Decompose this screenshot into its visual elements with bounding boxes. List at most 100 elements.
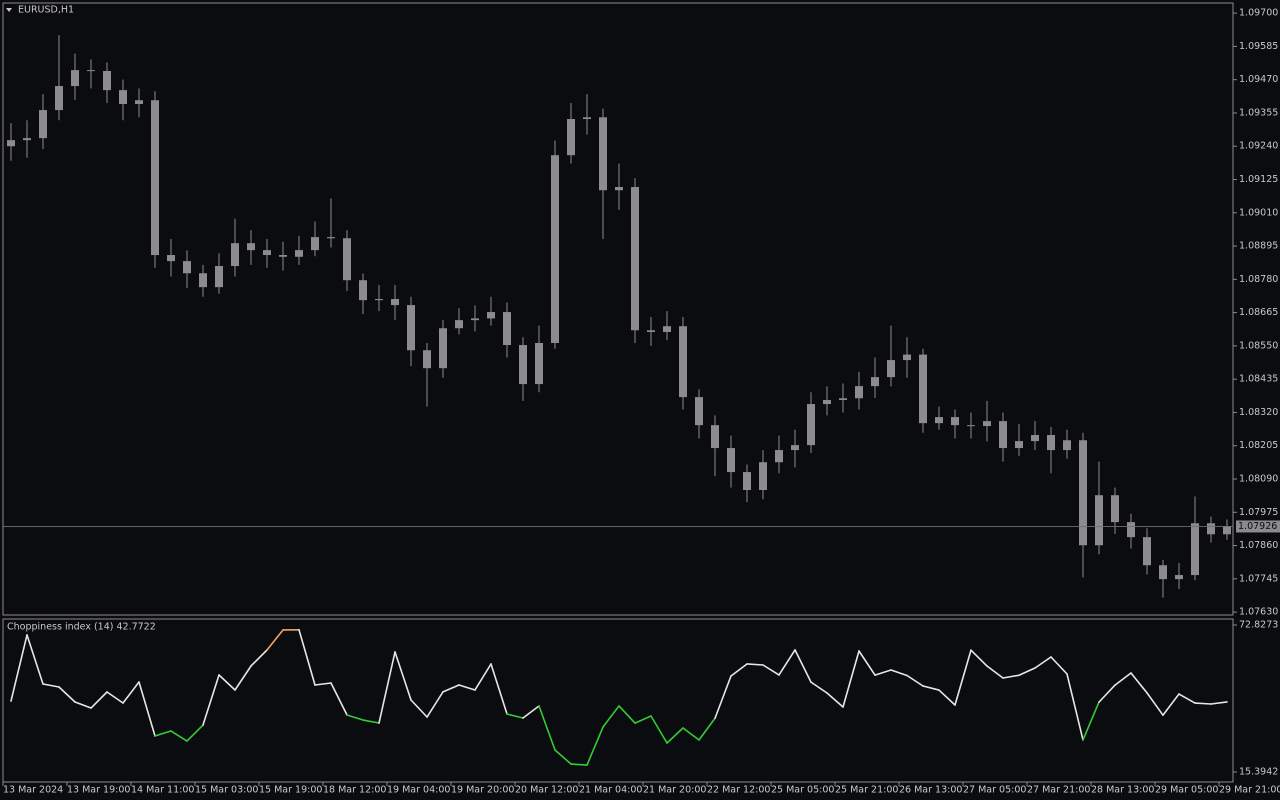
indicator-segment [1082, 701, 1100, 741]
indicator-segment [842, 650, 860, 708]
candle-body [471, 318, 479, 321]
candle-body [1111, 495, 1119, 523]
indicator-segment [650, 715, 668, 744]
y-tick-label: 1.09585 [1239, 41, 1278, 52]
candle-body [407, 305, 415, 351]
x-tick-label: 25 Mar 05:00 [771, 785, 834, 796]
indicator-segment [362, 719, 380, 724]
x-tick-label: 28 Mar 13:00 [1091, 785, 1154, 796]
indicator-segment [458, 684, 476, 691]
indicator-segment [1162, 693, 1180, 716]
candle-body [439, 328, 447, 369]
candle-body [855, 386, 863, 399]
indicator-segment [234, 665, 252, 691]
x-tick-label: 29 Mar 05:00 [1155, 785, 1218, 796]
indicator-segment [714, 675, 732, 720]
candle-body [135, 100, 143, 104]
candle-body [423, 350, 431, 369]
indicator-segment [618, 705, 636, 724]
indicator-segment [26, 634, 44, 685]
indicator-segment [762, 664, 780, 676]
x-tick-label: 19 Mar 20:00 [451, 785, 514, 796]
candle-body [631, 187, 639, 331]
last-price-box [1236, 520, 1280, 533]
candle-body [71, 70, 79, 87]
indicator-segment [602, 705, 620, 728]
candle-body [151, 100, 159, 256]
indicator-segment [938, 689, 956, 706]
y-tick-label: 1.07975 [1239, 507, 1278, 518]
y-tick-label: 1.08895 [1239, 241, 1278, 252]
y-tick-label: 15.3942 [1239, 767, 1278, 778]
x-tick-label: 21 Mar 04:00 [579, 785, 642, 796]
candle-body [983, 421, 991, 427]
indicator-segment [346, 714, 364, 721]
candle-body [871, 377, 879, 387]
menu-triangle[interactable] [6, 8, 12, 12]
y-tick-label: 1.07860 [1239, 540, 1278, 551]
candle-body [535, 343, 543, 385]
candle-body [807, 404, 815, 446]
indicator-segment [826, 692, 844, 708]
indicator-segment [890, 669, 908, 677]
candle-body [951, 417, 959, 426]
candle-body [551, 155, 559, 343]
candle-body [295, 250, 303, 257]
candle-body [999, 421, 1007, 449]
candle-body [1031, 435, 1039, 442]
candle-body [391, 299, 399, 306]
candle-body [1223, 526, 1231, 535]
candle-body [839, 398, 847, 401]
indicator-segment [634, 715, 652, 724]
indicator-segment [490, 663, 508, 715]
candle-body [1095, 495, 1103, 546]
indicator-segment [58, 686, 76, 703]
candle-body [679, 326, 687, 398]
candle-body [327, 237, 335, 239]
y-tick-label: 1.08780 [1239, 274, 1278, 285]
indicator-segment [666, 727, 684, 744]
x-tick-label: 13 Mar 2024 [3, 785, 63, 796]
indicator-segment [1018, 667, 1036, 677]
candle-body [887, 360, 895, 378]
indicator-segment [986, 665, 1004, 679]
x-tick-label: 15 Mar 03:00 [195, 785, 258, 796]
candle-body [519, 345, 527, 385]
candle-body [647, 330, 655, 333]
indicator-segment [202, 674, 220, 726]
candle-body [359, 280, 367, 301]
candle-body [935, 417, 943, 424]
y-tick-label: 1.09355 [1239, 107, 1278, 118]
x-tick-label: 20 Mar 12:00 [515, 785, 578, 796]
y-tick-label: 1.09240 [1239, 141, 1278, 152]
x-tick-label: 15 Mar 19:00 [259, 785, 322, 796]
indicator-segment [554, 749, 572, 765]
symbol-title[interactable]: EURUSD,H1 [18, 5, 74, 16]
candle-body [7, 140, 15, 147]
candle-body [455, 320, 463, 329]
candle-body [759, 462, 767, 490]
indicator-segment [42, 683, 60, 688]
last-price-label: 1.07926 [1238, 521, 1277, 532]
y-tick-label: 1.09470 [1239, 74, 1278, 85]
candle-body [775, 450, 783, 463]
candle-body [375, 299, 383, 301]
candle-body [1079, 440, 1087, 546]
candle-body [903, 354, 911, 361]
indicator-segment [298, 629, 316, 686]
indicator-segment [186, 724, 204, 742]
candle-body [23, 138, 31, 141]
indicator-segment [522, 705, 540, 719]
indicator-segment [378, 651, 396, 724]
candle-body [199, 273, 207, 288]
candle-body [791, 445, 799, 451]
x-tick-label: 19 Mar 04:00 [387, 785, 450, 796]
candle-body [343, 238, 351, 281]
indicator-segment [218, 674, 236, 691]
indicator-segment [74, 701, 92, 709]
candle-body [39, 110, 47, 139]
indicator-segment [858, 650, 876, 676]
candle-body [311, 237, 319, 251]
x-tick-label: 29 Mar 21:00 [1219, 785, 1280, 796]
candle-body [1127, 522, 1135, 538]
